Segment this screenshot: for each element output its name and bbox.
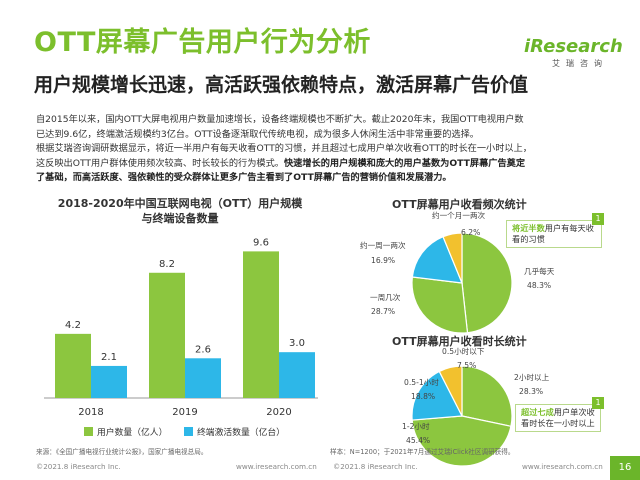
page-subtitle: 用户规模增长迅速，高活跃强依赖特点，激活屏幕广告价值 bbox=[34, 74, 529, 96]
freq-label-weekly12: 约一周一两次 bbox=[360, 241, 406, 250]
dur-note-badge: 1 bbox=[592, 397, 604, 409]
logo-mark: iResearch bbox=[524, 36, 623, 57]
freq-slice-0 bbox=[461, 232, 513, 334]
footer-copyright-left: ©2021.8 iResearch Inc. bbox=[36, 462, 121, 471]
freq-label-weekly-few: 一周几次 bbox=[370, 293, 401, 302]
freq-slice-2 bbox=[411, 235, 463, 284]
freq-label-daily: 几乎每天 bbox=[524, 267, 555, 276]
bar-2019-s0 bbox=[149, 272, 185, 398]
bar-value-label: 8.2 bbox=[159, 259, 175, 270]
legend-swatch-1 bbox=[184, 427, 193, 436]
bar-2018-s0 bbox=[55, 333, 91, 398]
dur-slice-3 bbox=[438, 365, 463, 417]
body-line-4: 这反映出OTT用户群体使用频次较高、时长较长的行为模式。快速增长的用户规模和庞大… bbox=[36, 157, 616, 172]
freq-label-monthly: 约一个月一两次 bbox=[432, 211, 486, 220]
footer-url-right[interactable]: www.iresearch.com.cn bbox=[522, 462, 603, 471]
bar-value-label: 3.0 bbox=[289, 338, 305, 349]
bar-chart: 4.2 2.1 2018 8.2 2.6 2019 9.6 3.0 2020 用户数量（亿人） 终端… bbox=[44, 237, 318, 438]
dur-label-half-one: 0.5-1小时 bbox=[404, 378, 439, 387]
dur-slice-0 bbox=[461, 365, 513, 428]
bar-category-label: 2018 bbox=[78, 407, 103, 418]
bar-value-label: 4.2 bbox=[65, 320, 81, 331]
body-line-5: 了基础，而高活跃度、强依赖性的受众群体让更多广告主看到了OTT屏幕广告的营销价值… bbox=[36, 171, 616, 186]
freq-value-weekly12: 16.9% bbox=[371, 256, 396, 265]
dur-pie-title: OTT屏幕用户收看时长统计 bbox=[392, 335, 527, 348]
body-line-4-text: 这反映出OTT用户群体使用频次较高、时长较长的行为模式。 bbox=[36, 157, 284, 169]
bar-category-label: 2019 bbox=[172, 407, 197, 418]
dur-value-half-one: 18.8% bbox=[411, 392, 436, 401]
logo-sub: 艾瑞咨询 bbox=[552, 59, 608, 68]
freq-slice-3 bbox=[442, 232, 463, 284]
bar-chart-title-2: 与终端设备数量 bbox=[141, 212, 219, 225]
dur-value-over-two: 28.3% bbox=[519, 387, 544, 396]
dur-label-under-half: 0.5小时以下 bbox=[442, 347, 485, 356]
bar-chart-panel: 2018-2020年中国互联网电视（OTT）用户规模 与终端设备数量 4.2 2.… bbox=[34, 190, 326, 448]
body-line-1: 自2015年以来，国内OTT大屏电视用户数量加速增长，设备终端规模也不断扩大。截… bbox=[36, 114, 524, 125]
bar-2020-s1 bbox=[279, 352, 315, 398]
dur-note: 超过七成用户单次收看时长在一小时以上 bbox=[515, 404, 601, 432]
body-line-2: 已达到9.6亿，终端激活规模约3亿台。OTT设备逐渐取代传统电视，成为很多人休闲… bbox=[36, 128, 479, 140]
legend-label-1: 终端激活数量（亿台） bbox=[197, 426, 285, 438]
body-paragraph: 自2015年以来，国内OTT大屏电视用户数量加速增长，设备终端规模也不断扩大。截… bbox=[36, 113, 616, 186]
bar-value-label: 9.6 bbox=[253, 237, 269, 248]
bar-category-label: 2020 bbox=[266, 407, 291, 418]
page-title: OTT屏幕广告用户行为分析 bbox=[34, 27, 371, 58]
dur-value-under-half: 7.5% bbox=[457, 361, 477, 370]
page-number: 16 bbox=[610, 456, 640, 480]
bar-value-label: 2.6 bbox=[195, 344, 211, 355]
freq-pie-title: OTT屏幕用户收看频次统计 bbox=[392, 198, 527, 211]
dur-value-one-two: 45.4% bbox=[406, 436, 431, 445]
source-right: 样本：N=1200；于2021年7月通过艾瑞iClick社区调研获得。 bbox=[330, 448, 515, 456]
footer-url-left[interactable]: www.iresearch.com.cn bbox=[236, 462, 317, 471]
dur-label-over-two: 2小时以上 bbox=[514, 373, 550, 382]
freq-note-badge: 1 bbox=[592, 213, 604, 225]
iresearch-logo: iResearch 艾瑞咨询 bbox=[524, 36, 624, 72]
bar-value-label: 2.1 bbox=[101, 352, 117, 363]
bar-2018-s1 bbox=[91, 365, 127, 398]
body-line-3: 根据艾瑞咨询调研数据显示，将近一半用户有每天收看OTT的习惯，并且超过七成用户单… bbox=[36, 143, 532, 155]
body-line-4-bold: 快速增长的用户规模和庞大的用户基数为OTT屏幕广告奠定 bbox=[283, 157, 526, 169]
bar-2019-s1 bbox=[185, 358, 221, 398]
bar-chart-title: 2018-2020年中国互联网电视（OTT）用户规模 bbox=[57, 197, 303, 210]
source-left: 来源：《全国广播电视行业统计公报》，国家广播电视总局。 bbox=[36, 448, 208, 456]
freq-value-weekly-few: 28.7% bbox=[371, 307, 396, 316]
bar-2020-s0 bbox=[243, 251, 279, 398]
freq-value-monthly: 6.2% bbox=[461, 228, 481, 237]
dur-label-one-two: 1-2小时 bbox=[402, 422, 430, 431]
freq-slice-1 bbox=[411, 276, 469, 334]
freq-note: 将近半数用户有每天收看的习惯 bbox=[506, 220, 602, 248]
legend-label-0: 用户数量（亿人） bbox=[97, 426, 167, 438]
freq-value-daily: 48.3% bbox=[527, 281, 552, 290]
footer-copyright-right: ©2021.8 iResearch Inc. bbox=[333, 462, 418, 471]
body-line-5-bold: 了基础，而高活跃度、强依赖性的受众群体让更多广告主看到了OTT屏幕广告的营销价值… bbox=[36, 172, 452, 184]
legend-swatch-0 bbox=[84, 427, 93, 436]
